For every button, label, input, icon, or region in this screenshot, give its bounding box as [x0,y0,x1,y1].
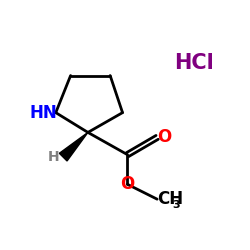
Text: HCl: HCl [174,53,214,73]
Text: HN: HN [29,104,57,122]
Text: O: O [120,175,134,193]
Text: O: O [157,128,171,146]
Text: H: H [48,150,60,164]
Polygon shape [59,132,88,161]
Text: 3: 3 [172,200,180,209]
Text: CH: CH [157,190,183,208]
